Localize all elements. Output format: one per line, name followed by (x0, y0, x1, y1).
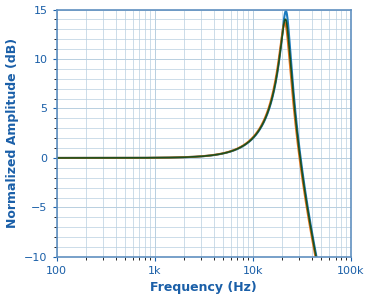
X-axis label: Frequency (Hz): Frequency (Hz) (150, 281, 257, 294)
Y-axis label: Normalized Amplitude (dB): Normalized Amplitude (dB) (6, 38, 18, 228)
